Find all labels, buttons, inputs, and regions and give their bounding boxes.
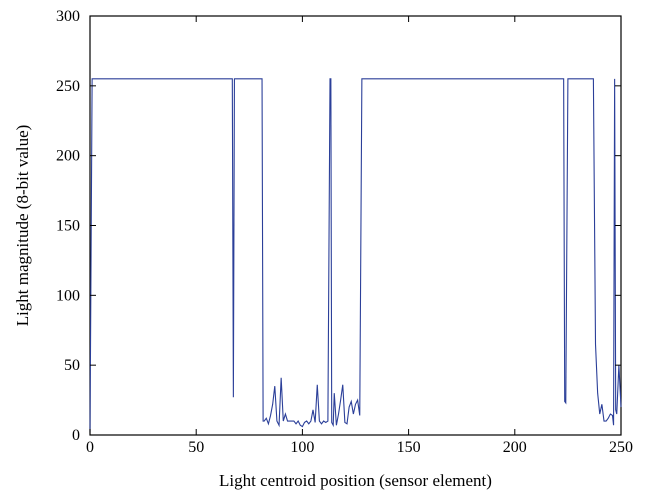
y-axis-title: Light magnitude (8-bit value) [13, 125, 32, 327]
y-tick-label: 200 [56, 148, 80, 165]
x-tick-label: 150 [397, 439, 421, 456]
x-axis-ticks: 0 50 100 150 200 250 [86, 16, 633, 456]
y-axis-ticks: 0 50 100 150 200 250 300 [56, 8, 621, 444]
x-tick-label: 100 [290, 439, 314, 456]
x-axis-title: Light centroid position (sensor element) [219, 471, 492, 490]
y-tick-label: 300 [56, 8, 80, 25]
y-tick-label: 100 [56, 287, 80, 304]
x-tick-label: 50 [188, 439, 204, 456]
plot-area: 0 50 100 150 200 250 0 50 100 150 200 250 300 [56, 8, 633, 456]
y-tick-label: 50 [64, 357, 80, 374]
y-tick-label: 150 [56, 218, 80, 235]
y-tick-label: 250 [56, 78, 80, 95]
series-line [89, 78, 622, 433]
x-tick-label: 200 [503, 439, 527, 456]
y-tick-label: 0 [72, 427, 80, 444]
x-tick-label: 0 [86, 439, 94, 456]
x-tick-label: 250 [609, 439, 633, 456]
